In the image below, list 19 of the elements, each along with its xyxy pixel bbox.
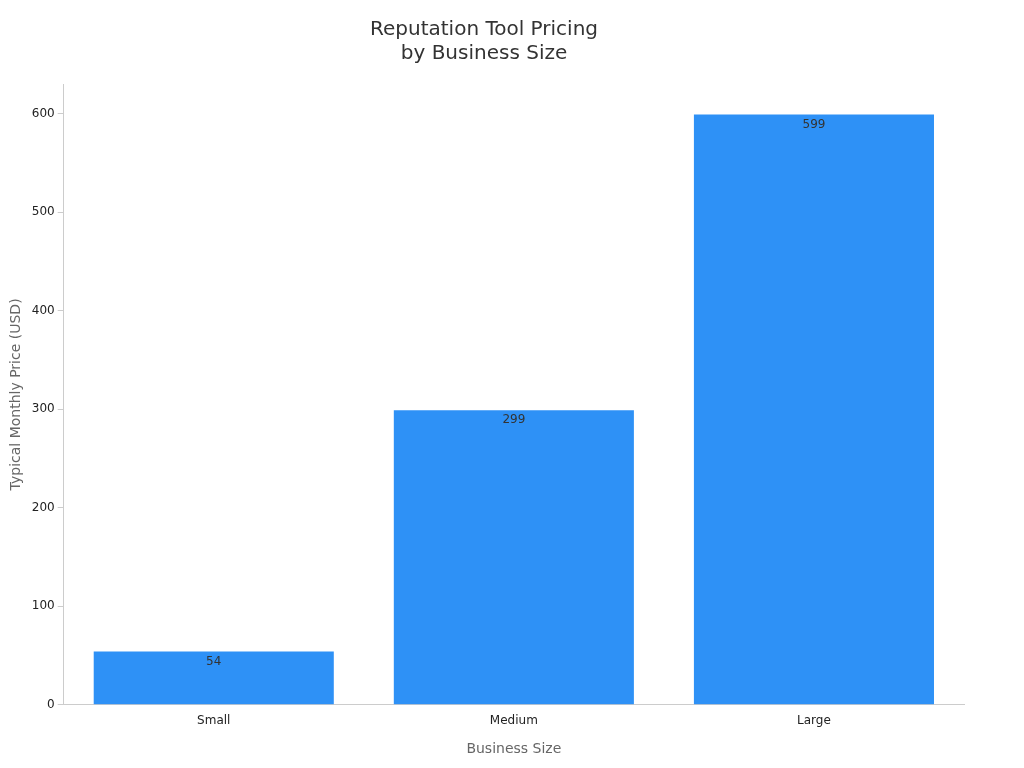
chart-title: Reputation Tool Pricing by Business Size [369, 16, 599, 65]
x-axis-title: Business Size [466, 740, 562, 757]
x-tick-label: Small [197, 713, 231, 728]
y-tick-label: 400 [31, 302, 55, 317]
data-label: 599 [802, 116, 826, 131]
data-label: 54 [206, 653, 222, 668]
y-tick-label: 100 [31, 598, 55, 613]
bar [393, 410, 634, 705]
y-axis-title: Typical Monthly Price (USD) [7, 298, 24, 492]
bar [93, 651, 334, 705]
y-tick-label: 200 [31, 499, 55, 514]
data-label: 299 [502, 412, 526, 427]
x-tick-label: Medium [489, 713, 538, 728]
y-tick-label: 300 [31, 401, 55, 416]
x-tick-label: Large [797, 713, 831, 728]
y-tick-label: 0 [47, 696, 55, 711]
y-tick-label: 600 [31, 105, 55, 120]
y-tick-label: 500 [31, 204, 55, 219]
bar [693, 114, 934, 705]
